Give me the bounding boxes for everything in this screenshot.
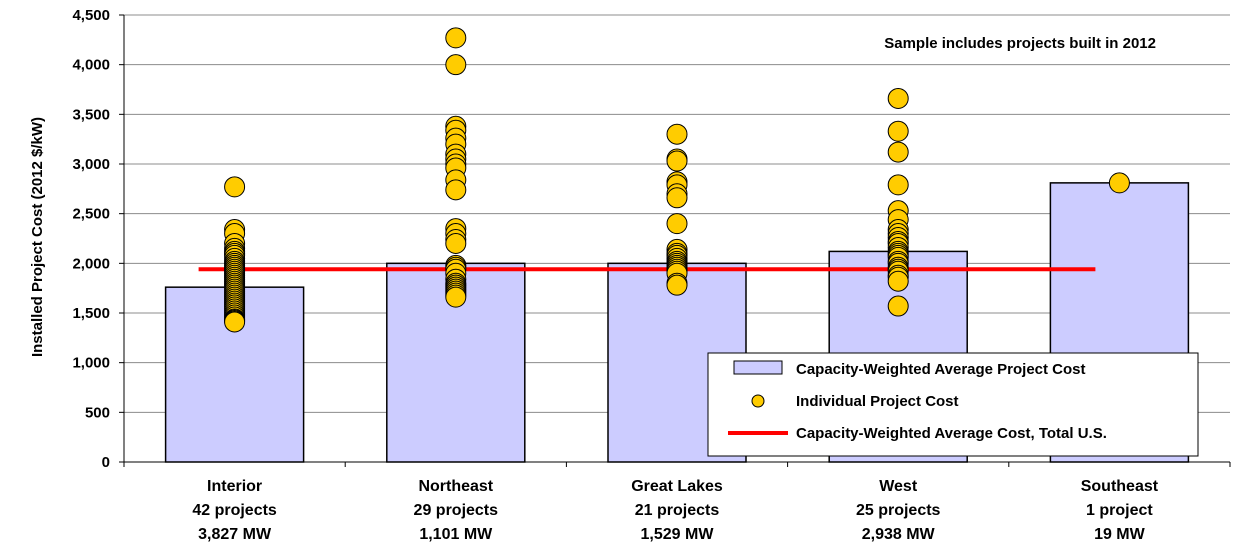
x-tick-label-projects: 1 project (1086, 502, 1153, 519)
x-tick-label-projects: 29 projects (414, 502, 499, 519)
x-tick-label-capacity: 2,938 MW (862, 526, 936, 543)
project-point (445, 286, 467, 308)
legend-bar-swatch (733, 360, 783, 375)
project-point (887, 87, 909, 109)
legend-point-marker (751, 394, 765, 408)
axis-labels: Installed Project Cost (2012 $/kW) Sampl… (29, 35, 1156, 357)
x-tick-label-capacity: 3,827 MW (198, 526, 272, 543)
project-point-series (224, 27, 1130, 333)
legend-line-label: Capacity-Weighted Average Cost, Total U.… (796, 425, 1107, 442)
y-tick-label: 500 (85, 404, 110, 421)
x-tick-label-projects: 25 projects (856, 502, 941, 519)
x-tick-label-capacity: 1,529 MW (641, 526, 715, 543)
x-tick-label-projects: 42 projects (192, 502, 277, 519)
legend-bar-label: Capacity-Weighted Average Project Cost (796, 361, 1086, 378)
project-point (445, 27, 467, 49)
x-tick-label-capacity: 19 MW (1094, 526, 1146, 543)
project-point (666, 150, 688, 172)
project-point (887, 295, 909, 317)
legend-point-label: Individual Project Cost (796, 393, 959, 410)
x-tick-label-region: Northeast (418, 478, 493, 495)
project-point (887, 141, 909, 163)
project-point (887, 174, 909, 196)
x-tick-label-region: Great Lakes (631, 478, 723, 495)
legend-box (707, 352, 1199, 457)
y-tick-label: 4,500 (72, 7, 110, 24)
project-point (445, 232, 467, 254)
axes: 0 500 1,000 1,500 2,000 2,500 3,000 3,500 4,000 4… (72, 7, 1231, 543)
project-point (224, 176, 246, 198)
project-point (666, 187, 688, 209)
project-point (1108, 172, 1130, 194)
y-tick-label: 2,500 (72, 206, 110, 223)
legend: Capacity-Weighted Average Project Cost I… (707, 352, 1199, 457)
y-tick-label: 1,500 (72, 305, 110, 322)
x-tick-label-projects: 21 projects (635, 502, 720, 519)
y-tick-label: 1,000 (72, 355, 110, 372)
project-point (445, 179, 467, 201)
y-tick-label: 3,500 (72, 106, 110, 123)
y-axis-title: Installed Project Cost (2012 $/kW) (29, 117, 46, 357)
x-tick-label-capacity: 1,101 MW (419, 526, 493, 543)
y-tick-label: 2,000 (72, 255, 110, 272)
x-tick-label-region: Southeast (1081, 478, 1159, 495)
project-point (666, 274, 688, 296)
project-point (666, 213, 688, 235)
y-tick-label: 0 (102, 454, 110, 471)
project-point (887, 120, 909, 142)
y-tick-label: 4,000 (72, 57, 110, 74)
y-tick-label: 3,000 (72, 156, 110, 173)
x-tick-label-region: Interior (207, 478, 262, 495)
x-tick-label-region: West (879, 478, 918, 495)
project-point (445, 54, 467, 76)
project-point (224, 311, 246, 333)
chart-annotation: Sample includes projects built in 2012 (884, 35, 1156, 52)
project-point (887, 270, 909, 292)
project-point (666, 123, 688, 145)
